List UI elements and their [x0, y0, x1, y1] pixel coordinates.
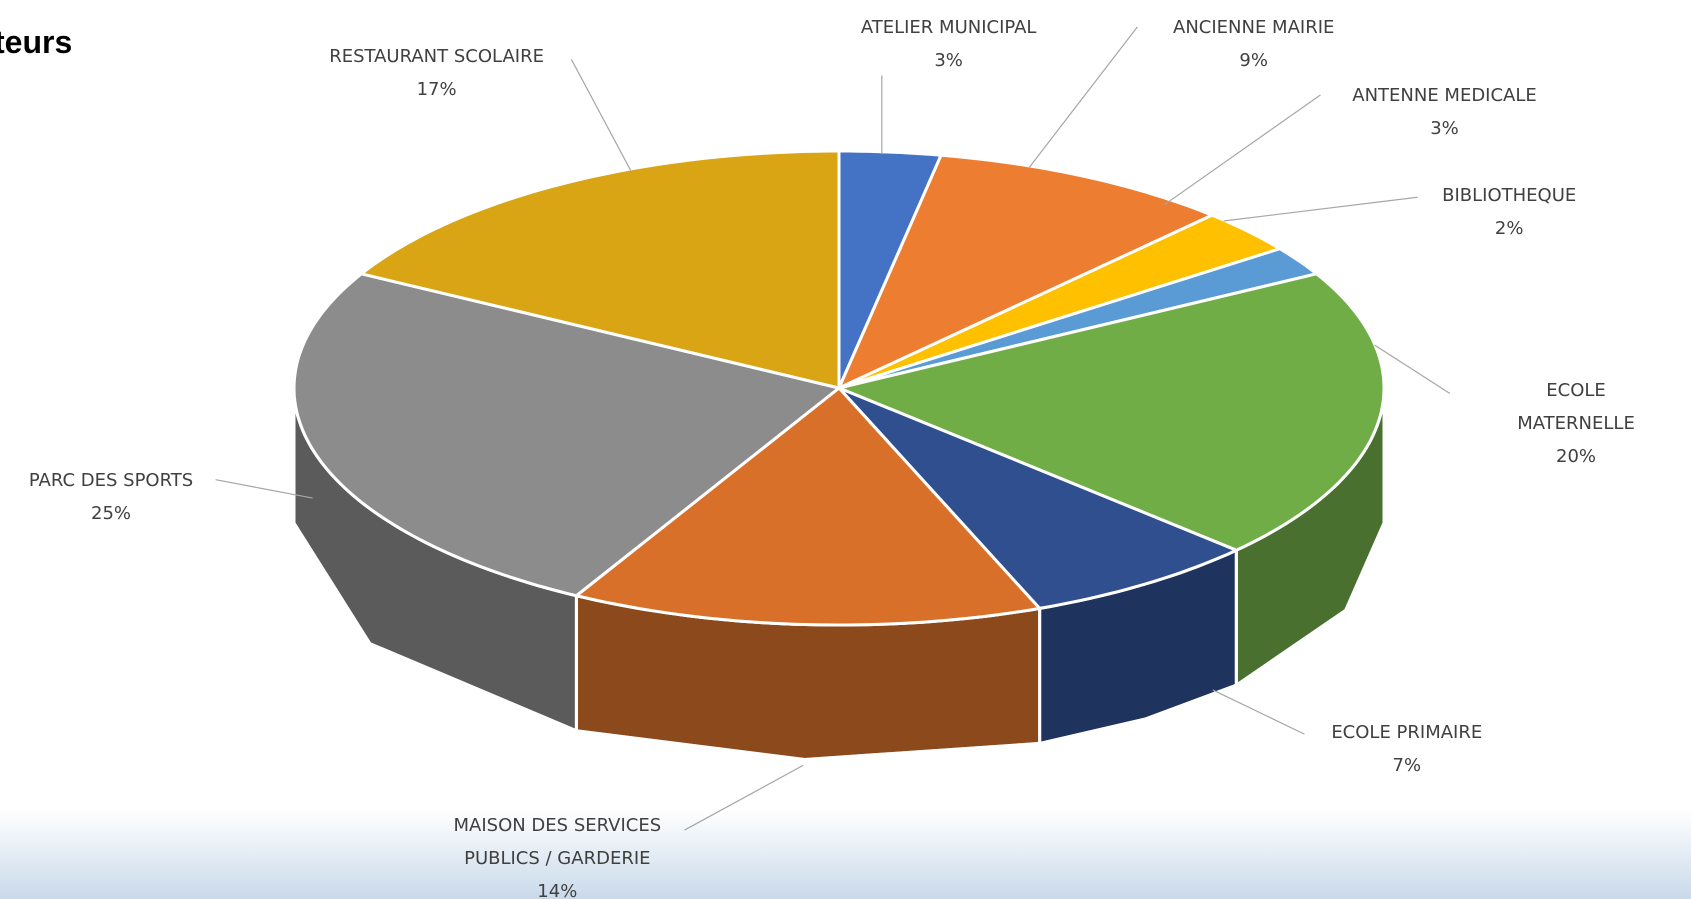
value-label: 25% [91, 502, 132, 524]
value-label: 3% [1430, 117, 1459, 139]
slice-top [573, 385, 1043, 627]
slice-top [838, 213, 1284, 390]
data-label: ANTENNE MEDICALE 3% [1352, 79, 1537, 145]
slice-top [292, 272, 843, 598]
value-label: 17% [416, 78, 457, 100]
pie [292, 149, 1386, 762]
data-label: RESTAURANT SCOLAIRE 17% [329, 40, 544, 106]
slice [836, 153, 1216, 392]
leader-line [1163, 94, 1321, 206]
category-label: PARC DES SPORTS [28, 469, 194, 491]
value-label: 9% [1239, 49, 1268, 71]
slice-top [838, 247, 1321, 390]
slice [358, 149, 841, 390]
background-band [0, 810, 1691, 899]
slice [838, 247, 1321, 390]
category-label: ATELIER MUNICIPAL [860, 16, 1037, 38]
slice-top [836, 153, 1216, 392]
slice-top [837, 386, 1241, 611]
slice [837, 386, 1241, 746]
leaders [215, 26, 1451, 831]
slice [838, 213, 1284, 390]
slice [292, 272, 843, 733]
slice-top [358, 149, 841, 390]
category-label: ECOLE MATERNELLE [1517, 380, 1635, 435]
value-label: 7% [1392, 754, 1422, 776]
value-label: 14% [537, 880, 578, 899]
category-label: ANTENNE MEDICALE [1352, 84, 1537, 106]
data-label: MAISON DES SERVICES PUBLICS / GARDERIE 14… [423, 809, 693, 899]
data-label: ANCIENNE MAIRIE 9% [1173, 11, 1334, 77]
value-label: 20% [1556, 446, 1597, 468]
value-label: 2% [1494, 217, 1524, 239]
category-label: BIBLIOTHEQUE [1442, 184, 1577, 206]
category-label: RESTAURANT SCOLAIRE [329, 45, 544, 67]
leader-line [215, 479, 313, 499]
data-label: ATELIER MUNICIPAL 3% [861, 11, 1037, 77]
data-label: ECOLE MATERNELLE 20% [1517, 374, 1635, 473]
leader-line [1212, 689, 1305, 735]
category-label: ANCIENNE MAIRIE [1173, 16, 1335, 38]
leader-line [684, 764, 804, 831]
slice [573, 385, 1043, 762]
category-label: ECOLE PRIMAIRE [1331, 721, 1483, 743]
leader-line [1029, 26, 1138, 168]
data-label: ECOLE PRIMAIRE 7% [1331, 716, 1482, 782]
leader-line [1374, 344, 1451, 394]
category-label: MAISON DES SERVICES PUBLICS / GARDERIE [453, 814, 662, 869]
leader-line [1223, 196, 1418, 222]
value-label: 3% [934, 49, 963, 71]
data-label: PARC DES SPORTS 25% [29, 464, 193, 530]
chart-title: teurs [0, 24, 73, 60]
leader-line [570, 59, 632, 171]
slice [834, 272, 1386, 689]
slice-top [834, 272, 1386, 552]
data-label: BIBLIOTHEQUE 2% [1442, 179, 1576, 245]
